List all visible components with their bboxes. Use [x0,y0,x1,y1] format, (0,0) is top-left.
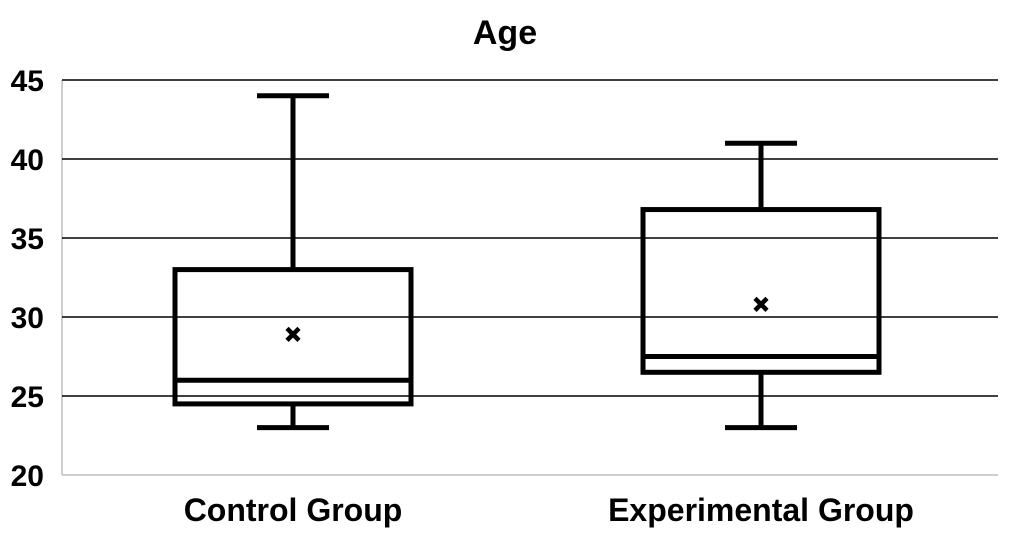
y-tick-label-25: 25 [11,381,44,414]
mean-marker [753,296,769,312]
y-axis-tick-labels: 20 25 30 35 40 45 [11,65,44,493]
box-experimental [640,140,882,431]
box-control [172,93,414,431]
x-category-label-control: Control Group [184,492,403,528]
box-series [172,93,882,431]
y-tick-label-40: 40 [11,144,44,177]
y-tick-label-35: 35 [11,223,44,256]
y-tick-label-30: 30 [11,302,44,335]
y-tick-label-45: 45 [11,65,44,98]
grid-lines [61,79,998,476]
iqr-box [172,267,414,407]
iqr-box [640,207,882,375]
mean-marker [285,326,301,342]
mean-marker-stroke-2 [753,296,769,312]
y-tick-label-20: 20 [11,460,44,493]
x-category-label-experimental: Experimental Group [608,492,914,528]
mean-marker-stroke-2 [285,326,301,342]
chart-title: Age [473,14,537,52]
x-axis-category-labels: Control Group Experimental Group [184,492,914,528]
